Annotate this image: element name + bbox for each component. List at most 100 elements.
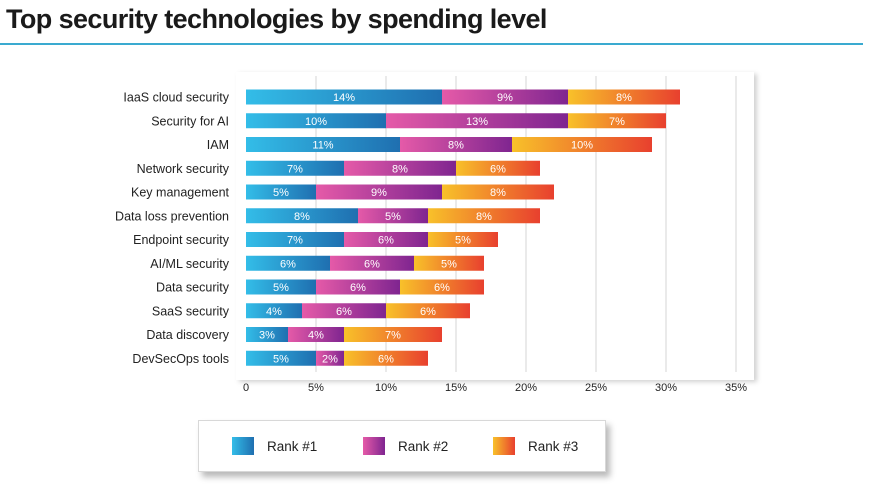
chart-title: Top security technologies by spending le… [6,4,547,34]
category-label: IaaS cloud security [123,91,229,105]
legend-item-rank-3: Rank #3 [493,437,578,455]
category-label: AI/ML security [150,257,229,271]
bar-segment-rank-3 [400,279,484,295]
legend: Rank #1 Rank #2 Rank #3 [198,420,606,472]
bar-value-label: 6% [490,163,506,175]
bar-value-label: 7% [385,330,401,342]
legend-label: Rank #3 [528,438,579,454]
bar-segment-rank-2 [330,255,414,271]
category-label: Network security [137,162,230,176]
bar-segment-rank-3 [568,89,680,105]
bar-segment-rank-1 [246,184,316,200]
x-tick-label: 15% [445,382,467,394]
bar-value-label: 6% [378,353,394,365]
x-tick-label: 0 [243,382,249,394]
bar-value-label: 6% [364,258,380,270]
bar-value-label: 8% [616,92,632,104]
bar-value-label: 7% [287,163,303,175]
category-label: Data discovery [146,328,229,342]
bar-value-label: 9% [497,92,513,104]
bar-value-label: 5% [441,258,457,270]
bar-value-label: 6% [420,306,436,318]
bar-value-label: 6% [378,235,394,247]
bar-value-label: 10% [571,140,593,152]
rank-1-swatch [232,437,254,455]
bar-chart: 14% 9% 8% 10% 13% 7% 11% 8% 10% 7% 8% 6% 5% 9% 8% 8% 5% 8… [115,72,754,394]
category-labels: IaaS cloud security Security for AI IAM Net… [115,91,230,366]
bar-value-label: 3% [259,330,275,342]
bar-segment-rank-2 [442,89,568,105]
bar-segment-rank-1 [246,208,358,224]
bar-segment-rank-3 [442,184,554,200]
bar-segment-rank-1 [246,113,386,129]
bar-value-label: 13% [466,116,488,128]
bar-value-label: 7% [609,116,625,128]
category-label: Endpoint security [133,233,230,247]
bar-segment-rank-1 [246,232,344,247]
legend-item-rank-2: Rank #2 [363,437,448,455]
bar-value-label: 4% [266,306,282,318]
bar-segment-rank-2 [344,232,428,247]
category-label: DevSecOps tools [132,352,229,366]
bar-segment-rank-1 [246,89,442,105]
bar-segment-rank-3 [568,113,666,129]
category-label: IAM [207,138,229,152]
bar-value-label: 9% [371,187,387,199]
legend-item-rank-1: Rank #1 [232,437,317,455]
bar-value-label: 7% [287,235,303,247]
bar-value-label: 8% [490,187,506,199]
bar-segment-rank-1 [246,137,400,152]
bars: 14% 9% 8% 10% 13% 7% 11% 8% 10% 7% 8% 6% 5% 9% 8% 8% 5% 8… [246,89,680,366]
bar-value-label: 10% [305,116,327,128]
bar-value-label: 8% [294,211,310,223]
bar-segment-rank-3 [344,350,428,366]
bar-value-label: 4% [308,330,324,342]
bar-segment-rank-3 [386,303,470,319]
bar-segment-rank-3 [428,208,540,224]
bar-segment-rank-2 [316,184,442,200]
bar-value-label: 2% [322,353,338,365]
bar-segment-rank-2 [316,350,344,366]
bar-segment-rank-2 [302,303,386,319]
bar-value-label: 5% [385,211,401,223]
bar-segment-rank-3 [456,160,540,176]
rank-2-swatch [363,437,385,455]
bar-segment-rank-1 [246,327,288,342]
bar-value-label: 5% [273,353,289,365]
x-tick-label: 10% [375,382,397,394]
legend-label: Rank #1 [267,438,318,454]
bar-value-label: 6% [350,282,366,294]
bar-segment-rank-1 [246,303,302,319]
bar-value-label: 5% [273,187,289,199]
bar-segment-rank-1 [246,160,344,176]
bar-segment-rank-3 [428,232,498,247]
title-divider [0,43,863,45]
x-tick-label: 30% [655,382,677,394]
bar-segment-rank-2 [386,113,568,129]
rank-3-swatch [493,437,515,455]
bar-segment-rank-3 [344,327,442,342]
bar-segment-rank-2 [344,160,456,176]
category-label: Data loss prevention [115,209,229,223]
bar-value-label: 6% [336,306,352,318]
bar-segment-rank-3 [512,137,652,152]
bar-value-label: 5% [455,235,471,247]
bar-value-label: 11% [312,140,333,152]
bar-segment-rank-2 [400,137,512,152]
x-tick-label: 25% [585,382,607,394]
bar-value-label: 8% [448,140,464,152]
bar-value-label: 6% [434,282,450,294]
bar-segment-rank-3 [414,255,484,271]
x-axis-ticks: 0 5% 10% 15% 20% 25% 30% 35% [243,382,747,394]
bar-segment-rank-2 [288,327,344,342]
category-label: Key management [131,186,230,200]
x-tick-label: 5% [308,382,324,394]
category-label: Data security [156,281,230,295]
bar-segment-rank-2 [358,208,428,224]
x-tick-label: 20% [515,382,537,394]
bar-value-label: 6% [280,258,296,270]
bar-value-label: 8% [392,163,408,175]
category-label: SaaS security [152,304,230,318]
bar-segment-rank-1 [246,255,330,271]
legend-label: Rank #2 [398,438,449,454]
